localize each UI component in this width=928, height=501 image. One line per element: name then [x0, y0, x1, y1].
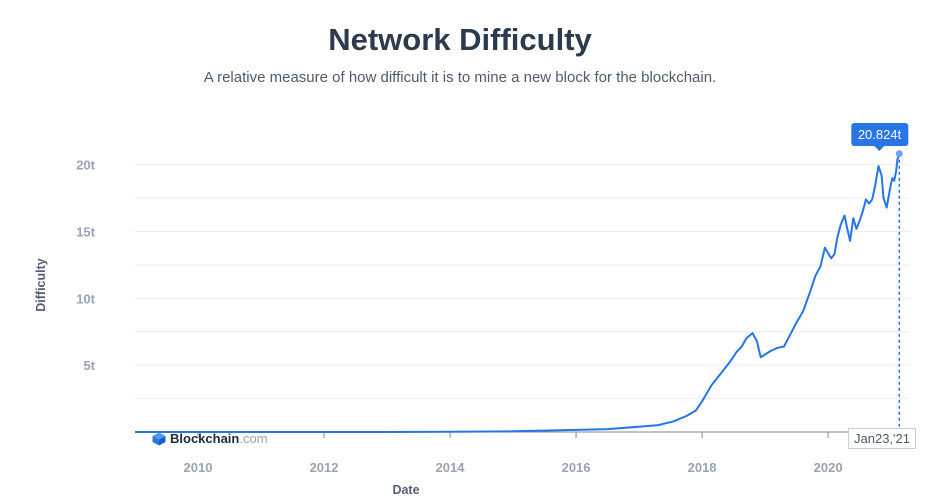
x-tick-label: 2014 — [436, 460, 466, 475]
x-tick-label: 2010 — [184, 460, 213, 475]
y-axis-ticks: 5t 10t 15t 20t — [76, 158, 95, 373]
y-tick-label: 15t — [76, 225, 95, 240]
x-tick-label: 2018 — [688, 460, 717, 475]
y-axis-label: Difficulty — [34, 258, 48, 312]
y-tick-label: 20t — [76, 158, 95, 173]
chart-subtitle: A relative measure of how difficult it i… — [203, 69, 717, 86]
x-tick-label: 2016 — [562, 460, 591, 475]
x-axis-label: Date — [392, 483, 420, 497]
value-tooltip: 20.824t — [850, 122, 909, 151]
watermark-brand: Blockchain — [170, 431, 240, 446]
x-tick-label: 2020 — [814, 460, 843, 475]
y-tick-label: 10t — [76, 291, 95, 306]
difficulty-series-line — [135, 153, 901, 433]
blockchain-watermark: Blockchain .com — [152, 431, 268, 446]
x-tick-label: 2012 — [310, 460, 339, 475]
watermark-suffix: .com — [239, 431, 268, 446]
gridlines — [135, 164, 910, 400]
y-tick-label: 5t — [83, 358, 95, 373]
chart-title: Network Difficulty — [328, 22, 592, 57]
hover-point — [895, 150, 903, 158]
blockchain-logo-icon — [152, 432, 166, 445]
date-tooltip: Jan23,'21 — [848, 428, 916, 449]
x-axis-ticks: 2010 2012 2014 2016 2018 2020 — [184, 432, 843, 475]
